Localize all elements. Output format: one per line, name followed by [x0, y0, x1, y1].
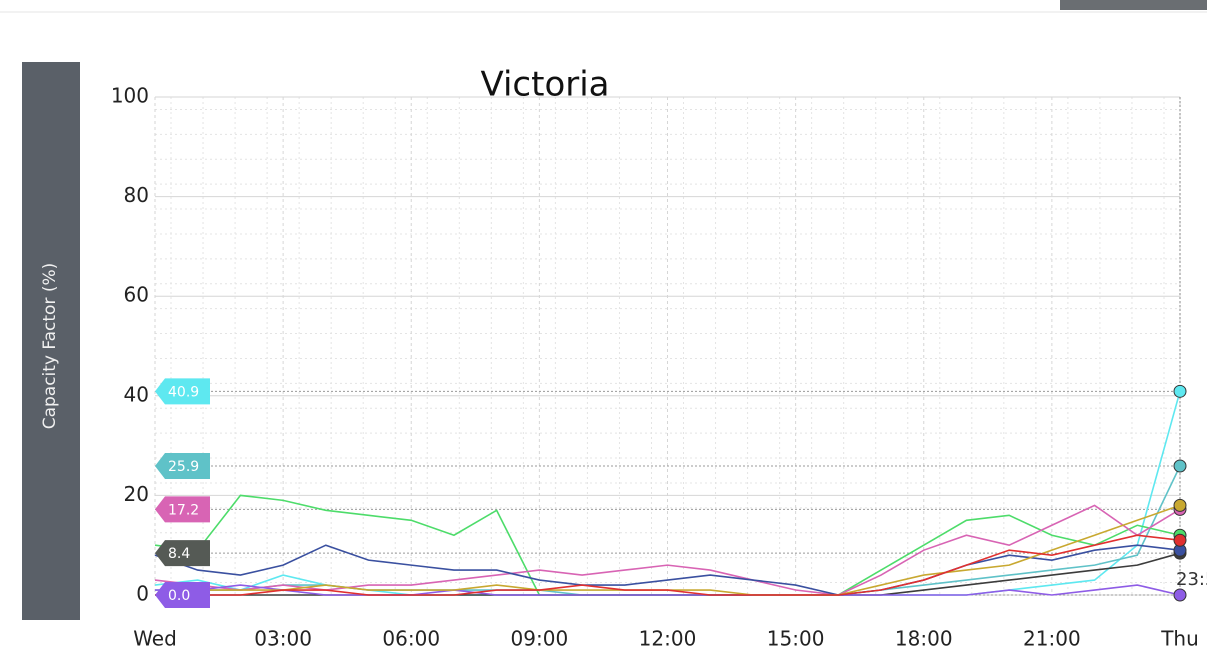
x-tick-label: 12:00 [639, 627, 697, 651]
y-axis-label: Capacity Factor (%) [40, 263, 60, 430]
callout-label: 17.2 [168, 502, 199, 518]
end-marker [1173, 384, 1187, 398]
callout-label: 8.4 [168, 546, 190, 562]
y-tick-label: 40 [124, 382, 149, 406]
axis-panel [22, 62, 80, 620]
end-marker [1173, 588, 1187, 602]
series-line [155, 534, 1181, 596]
callout-tag [155, 496, 210, 523]
x-tick-label: 21:00 [1023, 627, 1081, 651]
x-tick-label: 09:00 [511, 627, 569, 651]
y-tick-label: 60 [124, 283, 149, 307]
callout-tag [155, 540, 210, 567]
cursor-label: 23:55 [1176, 569, 1207, 590]
callout-tag [155, 453, 210, 480]
series-line [155, 584, 1181, 596]
end-marker [1173, 533, 1187, 547]
top-button[interactable] [1060, 0, 1207, 10]
callout-tag [155, 378, 210, 405]
series-line [154, 544, 1181, 596]
end-marker [1173, 498, 1187, 512]
callout-label: 0.0 [168, 588, 190, 604]
callout-label: 25.9 [168, 459, 199, 475]
y-tick-label: 80 [124, 183, 149, 207]
end-marker [1173, 459, 1187, 473]
x-tick-label: Wed [133, 627, 177, 651]
y-tick-label: 100 [111, 84, 149, 108]
x-tick-label: 06:00 [382, 627, 440, 651]
callout-tag [155, 582, 210, 608]
y-tick-label: 0 [136, 582, 149, 606]
x-tick-label: 03:00 [254, 627, 312, 651]
x-tick-label: 15:00 [767, 627, 825, 651]
chart-title: Victoria [480, 65, 609, 105]
x-tick-label: 18:00 [895, 627, 953, 651]
x-tick-label: Thu [1160, 627, 1199, 651]
y-tick-label: 20 [124, 482, 149, 506]
callout-label: 40.9 [168, 384, 199, 400]
